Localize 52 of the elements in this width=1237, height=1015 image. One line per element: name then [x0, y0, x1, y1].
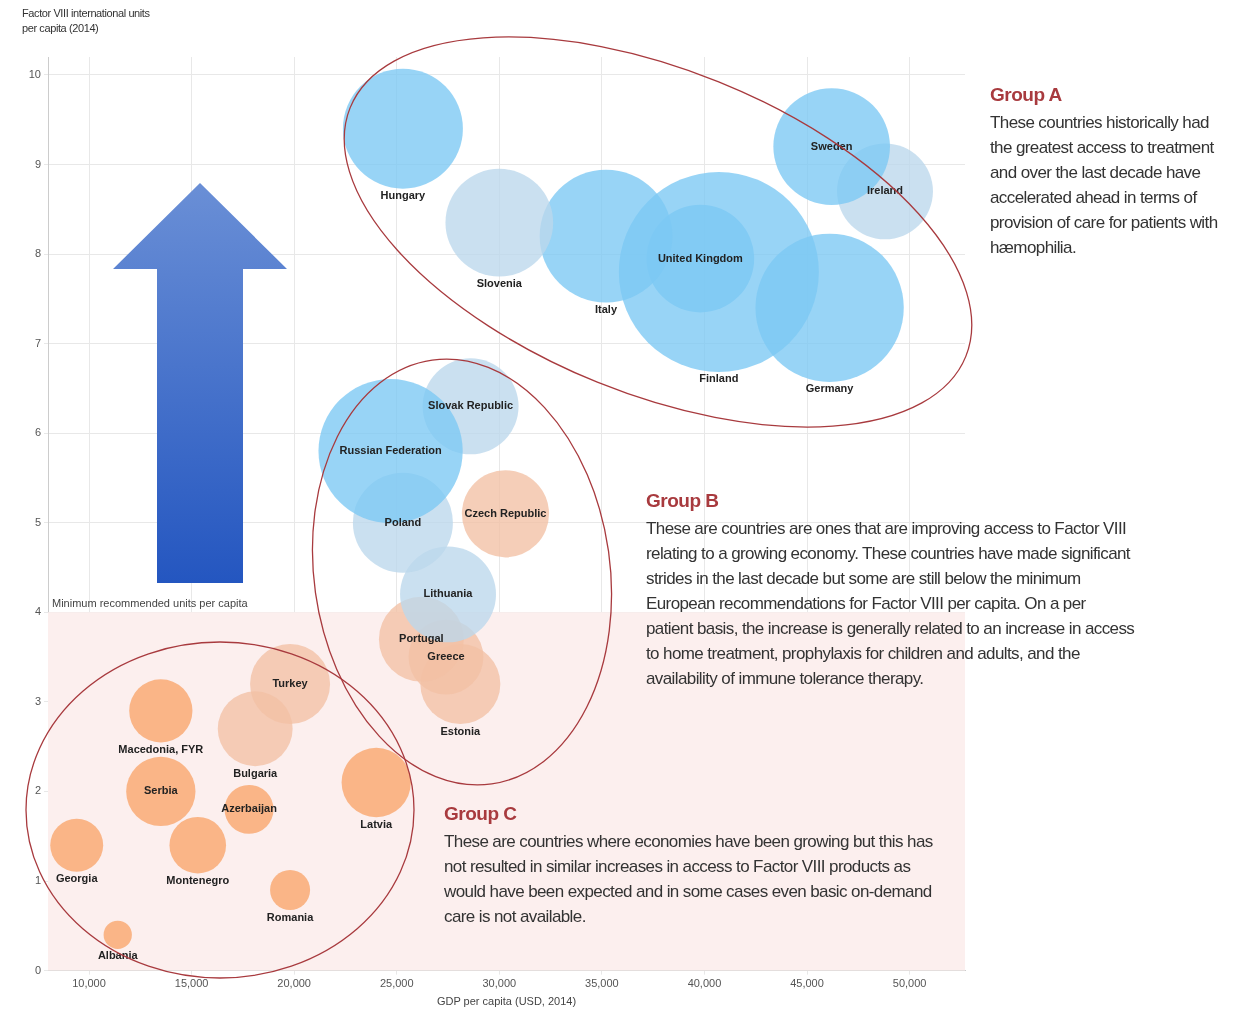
- x-tick-label: 10,000: [72, 977, 106, 990]
- series-label: Czech Republic: [464, 506, 547, 519]
- x-tick-label: 40,000: [687, 977, 722, 990]
- series-label: Azerbaijan: [221, 802, 278, 815]
- x-axis-title: GDP per capita (USD, 2014): [436, 995, 577, 1008]
- series-label: Slovenia: [476, 277, 523, 290]
- series-label: Latvia: [360, 817, 394, 830]
- series-label: Italy: [594, 303, 618, 315]
- series-label: Portugal: [399, 632, 444, 645]
- series-label: Montenegro: [166, 874, 230, 887]
- series-label: Estonia: [440, 724, 482, 737]
- band-label: Minimum recommended units per capita: [52, 596, 249, 609]
- series-label: Bulgaria: [233, 766, 279, 779]
- series-label: Greece: [427, 650, 465, 663]
- y-tick-label: 0: [34, 963, 41, 976]
- series-label: Germany: [805, 382, 855, 395]
- series-label: Serbia: [144, 784, 179, 797]
- annotation: These are countries where economies have been growing but this has not resulted in similar increases in access to Factor VIII products as would have been expected and in some cases even basic on-demand care is not available.: [444, 831, 934, 928]
- series-label: Macedonia, FYR: [118, 743, 204, 756]
- x-tick-label: 50,000: [892, 977, 927, 990]
- y-tick-label: 6: [34, 426, 41, 439]
- text: Group A: [990, 84, 1063, 106]
- y-tick-label: 1: [34, 874, 41, 887]
- text: These countries historically had the greatest access to treatment and over the last decade have accelerated ahead in terms of provision of care for patients with hæmophilia.: [990, 112, 1219, 259]
- y-axis-title: Factor VIII international units per capita (2014): [22, 6, 151, 36]
- x-tick-label: 35,000: [585, 977, 619, 990]
- x-tick-label: 20,000: [277, 977, 311, 990]
- y-tick-label: 5: [34, 515, 41, 528]
- series-label: Turkey: [272, 677, 309, 690]
- y-tick-label: 7: [34, 336, 41, 349]
- y-tick-label: 4: [34, 605, 41, 618]
- series-label: Lithuania: [423, 587, 474, 600]
- series-label: Russian Federation: [339, 444, 442, 457]
- y-tick-label: 10: [28, 67, 41, 80]
- y-tick-label: 3: [34, 694, 41, 707]
- series-label: Poland: [384, 515, 422, 528]
- series-label: Georgia: [55, 872, 99, 885]
- annotation: Group C: [444, 803, 518, 825]
- series-label: Hungary: [380, 189, 427, 202]
- y-tick-label: 8: [34, 247, 41, 260]
- series-label: Finland: [699, 372, 739, 385]
- x-tick-label: 25,000: [379, 977, 414, 990]
- annotation: These are countries are ones that are improving access to Factor VIII relating to a growing economy. These countries have made significant strides in the last decade but some are still below the minimum European recommendations for Factor VIII per capita. On a per patient basis, the increase is generally related to an increase in access to home treatment, prophylaxis for children and adults, and the availability of immune tolerance therapy.: [646, 518, 1136, 690]
- series-label: Slovak Republic: [428, 399, 514, 412]
- x-tick-label: 45,000: [790, 977, 824, 990]
- series-label: Romania: [266, 910, 315, 923]
- annotation: Group B: [646, 490, 720, 512]
- y-tick-label: 9: [34, 157, 41, 170]
- series-label: United Kingdom: [657, 251, 744, 264]
- x-tick-label: 30,000: [482, 977, 517, 990]
- y-tick-label: 2: [34, 784, 41, 797]
- x-tick-label: 15,000: [174, 977, 209, 990]
